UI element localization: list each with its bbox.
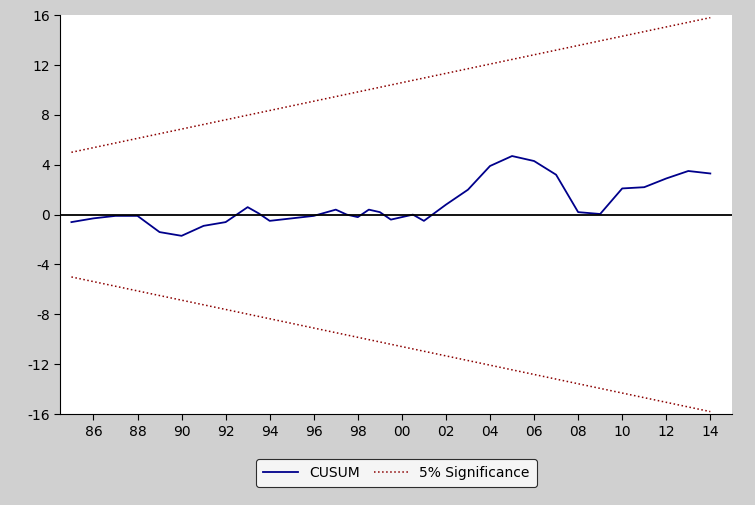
Legend: CUSUM, 5% Significance: CUSUM, 5% Significance: [256, 459, 537, 487]
